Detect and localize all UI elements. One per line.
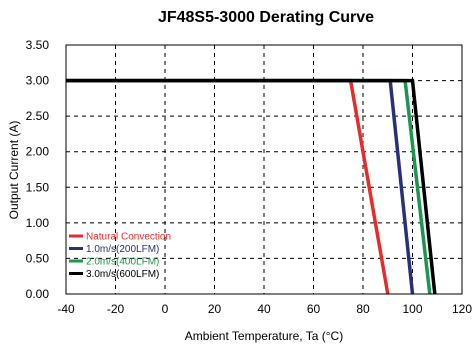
x-tick-label: 80 (356, 302, 370, 316)
y-tick-label: 2.50 (26, 109, 50, 123)
x-tick-label: 100 (402, 302, 422, 316)
y-tick-label: 3.50 (26, 38, 50, 52)
y-tick-label: 0.50 (26, 251, 50, 265)
x-tick-label: 40 (257, 302, 271, 316)
y-tick-label: 0.00 (26, 287, 50, 301)
y-tick-label: 1.50 (26, 180, 50, 194)
y-tick-label: 3.00 (26, 74, 50, 88)
y-tick-label: 1.00 (26, 216, 50, 230)
x-tick-label: 0 (162, 302, 169, 316)
x-tick-label: 20 (208, 302, 222, 316)
chart-title: JF48S5-3000 Derating Curve (158, 9, 374, 26)
x-tick-label: 120 (452, 302, 472, 316)
series-lines (66, 78, 437, 295)
x-tick-label: 60 (307, 302, 321, 316)
x-tick-labels: -40 -20 0 20 40 60 80 100 120 (57, 302, 472, 316)
legend-label: 1.0m/s(200LFM) (86, 244, 159, 255)
series-line-4 (66, 78, 437, 295)
x-tick-label: -40 (57, 302, 75, 316)
plot-frame (65, 44, 463, 295)
legend-label: Natural Convection (86, 232, 171, 243)
legend-label: 3.0m/s(600LFM) (86, 269, 159, 280)
x-axis-label: Ambient Temperature, Ta (°C) (185, 329, 343, 343)
x-tick-label: -20 (107, 302, 125, 316)
y-tick-label: 2.00 (26, 145, 50, 159)
y-tick-labels: 0.00 0.50 1.00 1.50 2.00 2.50 3.00 3.50 (26, 38, 50, 301)
legend-label: 2.0m/s(400LFM) (86, 257, 159, 268)
y-axis-label: Output Current (A) (7, 121, 21, 220)
